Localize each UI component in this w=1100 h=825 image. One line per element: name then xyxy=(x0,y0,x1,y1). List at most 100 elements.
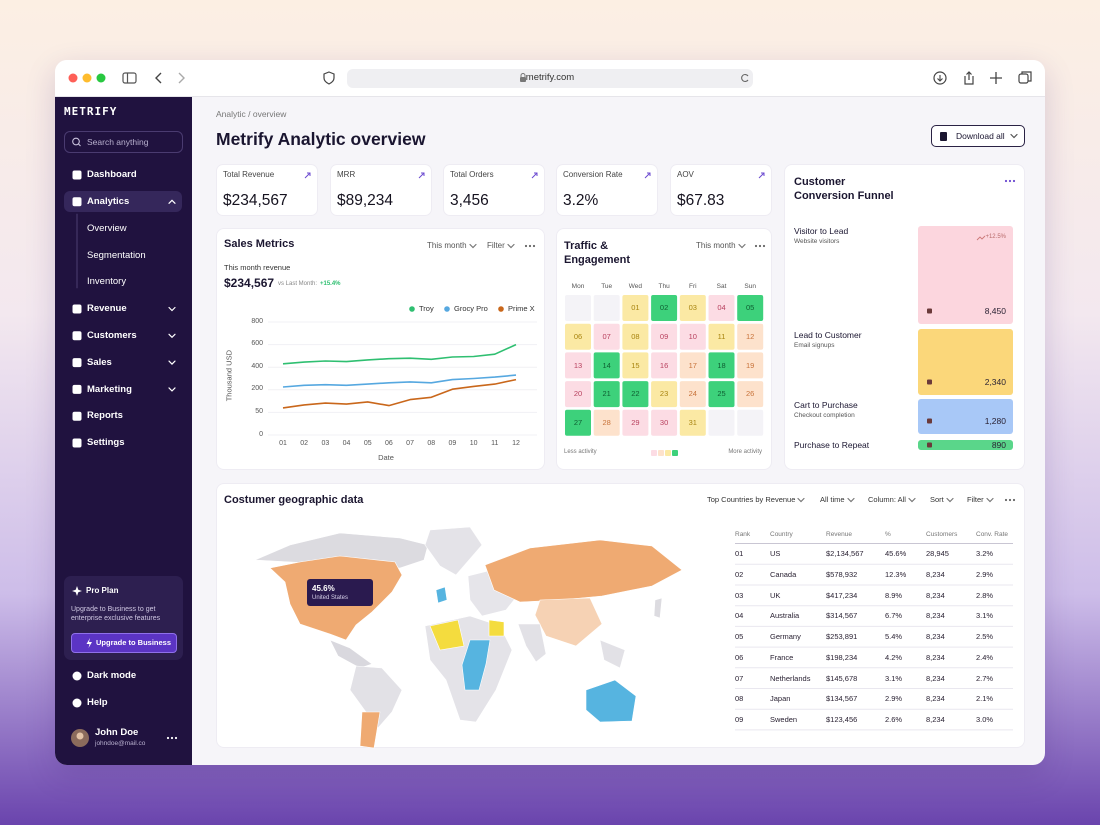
more-dot xyxy=(1008,179,1012,183)
search-box[interactable] xyxy=(64,131,183,153)
table-control[interactable]: Top Countries by Revenue xyxy=(707,495,796,505)
legend-label: Troy xyxy=(419,304,434,314)
kpi-trend-icon xyxy=(304,172,311,179)
legend-swatch xyxy=(444,306,450,312)
day-label: 19 xyxy=(746,360,755,370)
footer-icon xyxy=(72,698,82,708)
day-cell xyxy=(708,323,735,350)
kpi-value: $234,567 xyxy=(223,192,288,210)
nav-item[interactable]: Analytics xyxy=(87,195,130,207)
kpi-trend-icon xyxy=(644,172,651,179)
stage-label: Visitor to Lead xyxy=(794,225,849,236)
day-cell xyxy=(737,295,764,321)
nav-active-bg xyxy=(64,191,182,213)
chevron xyxy=(469,243,477,249)
nav-icon xyxy=(72,304,82,314)
nav-subitem[interactable]: Segmentation xyxy=(87,249,146,261)
reload-icon xyxy=(741,73,749,83)
period-select[interactable]: This month xyxy=(696,241,736,251)
day-label: 22 xyxy=(631,389,640,399)
nav-item[interactable]: Sales xyxy=(87,356,112,368)
day-cell xyxy=(737,352,764,379)
table-cell: 4.2% xyxy=(885,652,903,662)
period-select[interactable]: This month xyxy=(427,241,467,251)
legend-swatch xyxy=(658,450,664,456)
kpi-value: 3.2% xyxy=(563,192,599,210)
table-cell: $2,134,567 xyxy=(826,549,864,559)
tooltip-label: United States xyxy=(312,595,349,602)
nav-icon xyxy=(72,197,82,207)
nav-icon xyxy=(72,438,82,448)
table-cell: 02 xyxy=(735,570,744,580)
day-cell xyxy=(651,295,678,321)
nav-item[interactable]: Dashboard xyxy=(87,169,137,181)
day-label: 16 xyxy=(659,360,669,370)
more-dot xyxy=(754,244,758,248)
weekday-label: Wed xyxy=(628,282,643,290)
lock-icon xyxy=(520,77,526,82)
footer-link[interactable]: Dark mode xyxy=(87,670,137,682)
x-tick-label: 08 xyxy=(427,439,436,447)
table-cell: 07 xyxy=(735,673,744,683)
table-cell: 12.3% xyxy=(885,570,907,580)
weekday-label: Sat xyxy=(716,282,727,290)
more-dot xyxy=(1004,498,1008,502)
nav-item[interactable]: Settings xyxy=(87,437,125,449)
nav-item[interactable]: Revenue xyxy=(87,303,127,315)
table-cell: 2.8% xyxy=(976,590,994,600)
day-cell xyxy=(737,323,764,350)
x-tick-label: 02 xyxy=(300,439,309,447)
chevron xyxy=(168,333,176,339)
legend-label: Grocy Pro xyxy=(454,304,488,314)
day-cell xyxy=(565,352,591,379)
user-name: John Doe xyxy=(95,727,139,739)
nav-subitem[interactable]: Inventory xyxy=(87,276,127,288)
day-cell xyxy=(565,409,591,436)
map-region xyxy=(653,597,663,619)
table-cell: 8,234 xyxy=(926,590,945,600)
more-dot xyxy=(166,736,170,740)
download-button[interactable] xyxy=(931,125,1025,147)
y-tick-label: 200 xyxy=(251,385,263,393)
more-dot xyxy=(758,244,762,248)
table-control[interactable]: Filter xyxy=(967,495,984,505)
card-title: Traffic & Engagement xyxy=(564,240,631,266)
nav-subitem[interactable]: Overview xyxy=(87,222,127,234)
footer-icon xyxy=(72,671,82,681)
nav-icon xyxy=(72,384,82,394)
table-cell: 04 xyxy=(735,611,744,621)
stage-label: Lead to Customer xyxy=(794,329,862,340)
table-cell: 3.1% xyxy=(976,611,994,621)
day-label: 23 xyxy=(659,389,669,399)
stage-value: 890 xyxy=(991,439,1006,450)
kpi-card xyxy=(216,164,318,216)
x-axis-label: Date xyxy=(378,453,394,463)
card-title: Customer Conversion Funnel xyxy=(794,176,894,202)
filter-select[interactable]: Filter xyxy=(487,241,505,251)
upgrade-button[interactable] xyxy=(71,633,177,653)
table-cell: 8.9% xyxy=(885,590,903,600)
day-label: 17 xyxy=(688,360,697,370)
nav-item[interactable]: Customers xyxy=(87,329,137,341)
table-header: % xyxy=(885,530,891,538)
table-cell: 08 xyxy=(735,694,744,704)
table-control[interactable]: All time xyxy=(820,495,845,505)
table-cell: 09 xyxy=(735,714,744,724)
day-label: 21 xyxy=(602,389,611,399)
day-cell xyxy=(622,323,649,350)
footer-link[interactable]: Help xyxy=(87,697,108,709)
weekday-label: Mon xyxy=(571,282,585,290)
table-cell: $253,891 xyxy=(826,632,858,642)
table-header: Rank xyxy=(735,530,751,538)
table-cell: 3.0% xyxy=(976,714,994,724)
x-tick-label: 11 xyxy=(491,439,499,447)
promo-text: Upgrade to Business to get enterprise ex… xyxy=(71,605,161,622)
table-cell: 45.6% xyxy=(885,549,907,559)
table-control[interactable]: Column: All xyxy=(868,495,906,505)
table-control[interactable]: Sort xyxy=(930,495,944,505)
nav-item[interactable]: Marketing xyxy=(87,383,132,395)
series-line xyxy=(282,343,517,365)
day-cell xyxy=(593,323,620,350)
nav-item[interactable]: Reports xyxy=(87,410,123,422)
shield-icon xyxy=(323,71,335,85)
